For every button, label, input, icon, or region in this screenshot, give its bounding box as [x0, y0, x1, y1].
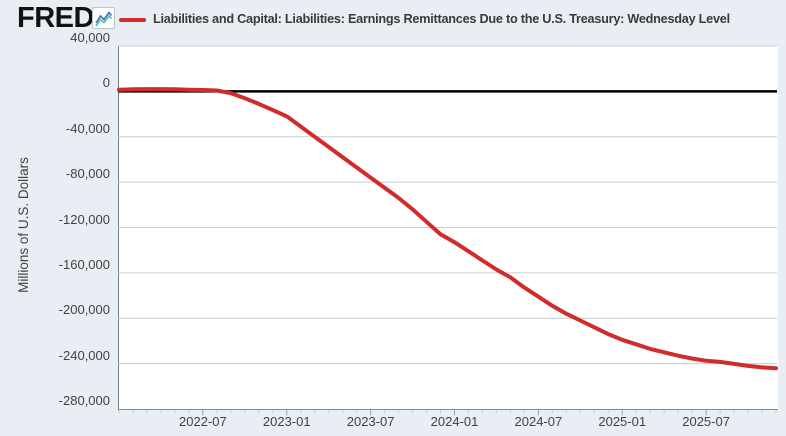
y-tick-label: -40,000 — [65, 120, 110, 136]
y-tick-label: 40,000 — [70, 30, 110, 45]
y-tick-label: -160,000 — [58, 256, 110, 272]
x-tick-label: 2023-01 — [262, 414, 311, 429]
chart-title: Liabilities and Capital: Liabilities: Ea… — [153, 12, 730, 26]
y-tick-label: -80,000 — [65, 166, 110, 182]
x-tick-label: 2024-01 — [430, 414, 479, 429]
plot-area — [118, 46, 778, 410]
red-line-legend-swatch — [119, 18, 146, 22]
x-tick-label: 2025-07 — [682, 414, 730, 429]
x-tick-label: 2025-01 — [598, 414, 647, 429]
y-tick-label: 0 — [102, 75, 110, 91]
zigzag-line-chart-icon — [92, 7, 115, 29]
fred-logo-text: FRED — [17, 2, 94, 34]
y-tick-label: -240,000 — [58, 347, 110, 363]
x-tick-label: 2024-07 — [514, 414, 563, 429]
x-tick-label: 2023-07 — [346, 414, 395, 429]
x-tick-label: 2022-07 — [179, 414, 227, 429]
y-tick-label: -200,000 — [58, 302, 110, 318]
y-tick-label: -120,000 — [58, 211, 110, 227]
y-tick-label: -280,000 — [58, 393, 110, 408]
